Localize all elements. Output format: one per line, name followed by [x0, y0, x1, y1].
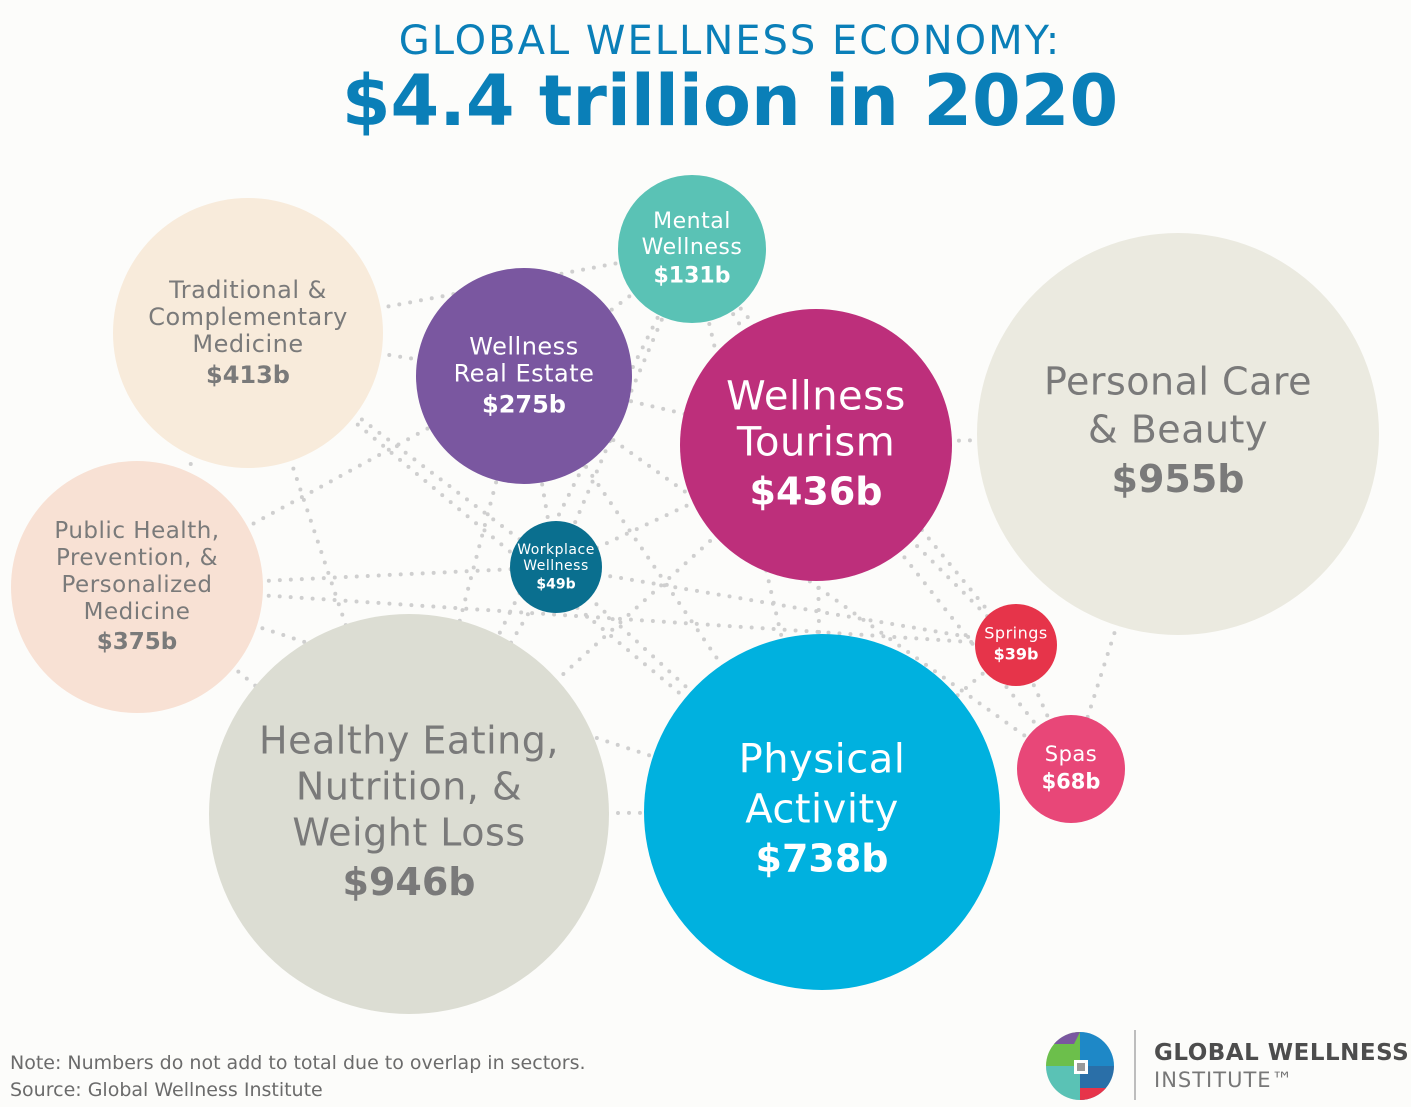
- bubble-label: Healthy Eating,: [259, 719, 559, 763]
- bubble-circle: [644, 634, 1000, 990]
- bubble-value-label: $413b: [206, 361, 290, 389]
- chart-subtitle: $4.4 trillion in 2020: [341, 60, 1119, 142]
- bubble-circle: [977, 233, 1379, 635]
- bubble-value-label: $68b: [1042, 770, 1101, 794]
- bubble-label: Traditional &: [168, 276, 327, 304]
- bubble-label: Personalized: [62, 572, 213, 598]
- bubble-label: Workplace: [517, 542, 595, 558]
- connector-line: [135, 585, 1018, 647]
- bubble-public-health-prevention-personalized-medicine: Public Health,Prevention, &PersonalizedM…: [11, 461, 263, 713]
- bubble-label: Tourism: [736, 419, 895, 465]
- bubble-value-label: $946b: [343, 860, 476, 904]
- bubble-label: Wellness: [469, 332, 578, 360]
- bubble-healthy-eating-nutrition-weight-loss: Healthy Eating,Nutrition, &Weight Loss $9…: [209, 614, 609, 1014]
- bubble-value-label: $275b: [482, 391, 566, 419]
- bubble-value-label: $39b: [994, 644, 1039, 663]
- bubble-label: Personal Care: [1044, 360, 1312, 404]
- bubble-label: Complementary: [148, 303, 348, 331]
- gwi-logo-icon: [1046, 1031, 1114, 1101]
- bubble-label: Prevention, &: [56, 545, 218, 571]
- bubble-label: Spas: [1045, 742, 1097, 766]
- bubble-label: Wellness: [726, 373, 906, 419]
- bubble-circle: [113, 198, 383, 468]
- bubble-personal-care-beauty: Personal Care& Beauty $955b: [977, 233, 1379, 635]
- connector-line: [246, 331, 411, 816]
- connector-line: [135, 374, 526, 589]
- logo-subtitle: INSTITUTE™: [1154, 1068, 1294, 1092]
- bubble-label: Nutrition, &: [296, 765, 522, 809]
- footnote-source: Source: Global Wellness Institute: [10, 1079, 323, 1101]
- bubble-label: Real Estate: [454, 359, 595, 387]
- bubble-label: Medicine: [84, 599, 191, 625]
- footnote-note: Note: Numbers do not add to total due to…: [10, 1052, 586, 1074]
- connector-line: [554, 443, 818, 569]
- connector-line: [820, 643, 1018, 814]
- connector-line: [554, 565, 1018, 647]
- bubble-value-label: $375b: [97, 629, 177, 655]
- bubble-label: Public Health,: [54, 518, 219, 544]
- bubble-label: Physical: [739, 736, 906, 782]
- logo-name: GLOBAL WELLNESS: [1154, 1040, 1410, 1066]
- bubble-circle: [209, 614, 609, 1014]
- bubble-value-label: $131b: [654, 264, 731, 289]
- bubble-value-label: $738b: [756, 837, 889, 881]
- connector-line: [814, 443, 1018, 647]
- bubbles-group: Traditional &ComplementaryMedicine$413bW…: [11, 175, 1379, 1014]
- bubble-label: Activity: [745, 786, 899, 832]
- bubble-circle: [510, 521, 602, 613]
- bubble-springs: Springs$39b: [975, 604, 1057, 686]
- bubble-label: Mental: [653, 209, 731, 234]
- bubble-value-label: $49b: [536, 576, 575, 592]
- bubble-circle: [1017, 715, 1125, 823]
- bubble-label: & Beauty: [1088, 408, 1268, 452]
- bubble-spas: Spas $68b: [1017, 715, 1125, 823]
- connector-line: [135, 565, 558, 589]
- bubble-circle: [11, 461, 263, 713]
- chart-title: GLOBAL WELLNESS ECONOMY:: [398, 18, 1062, 64]
- bubble-circle: [680, 309, 952, 581]
- bubble-circle: [975, 604, 1057, 686]
- logo-divider: [1134, 1030, 1136, 1100]
- bubble-label: Springs: [984, 624, 1047, 643]
- bubble-label: Wellness: [523, 558, 589, 574]
- bubble-value-label: $955b: [1112, 457, 1245, 501]
- bubble-label: Weight Loss: [292, 811, 525, 855]
- bubble-label: Wellness: [642, 235, 743, 260]
- bubble-circle: [416, 268, 632, 484]
- bubble-label: Medicine: [192, 330, 303, 358]
- bubble-circle: [618, 175, 766, 323]
- connector-line: [522, 374, 1073, 771]
- bubble-value-label: $436b: [750, 470, 883, 514]
- connector-line: [407, 443, 818, 816]
- bubble-chart: Traditional &ComplementaryMedicine$413bW…: [11, 175, 1379, 1014]
